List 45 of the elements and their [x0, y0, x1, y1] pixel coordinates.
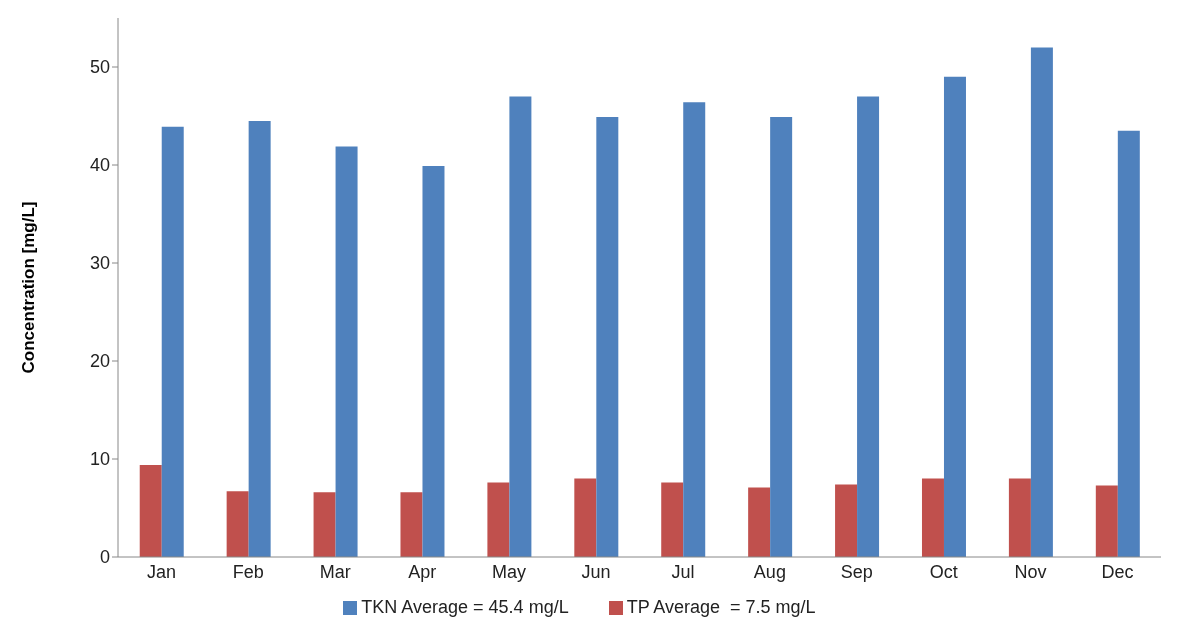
bar	[921, 478, 944, 557]
y-tick-label: 20	[89, 351, 110, 372]
bar	[683, 102, 706, 557]
bar	[943, 76, 966, 557]
x-tick-label: Apr	[408, 561, 437, 582]
bar	[770, 116, 793, 557]
y-tick-label: 30	[89, 253, 110, 274]
bar	[1030, 47, 1053, 557]
bar	[161, 126, 184, 557]
x-tick-label: Oct	[929, 561, 958, 582]
bar	[313, 492, 336, 557]
bar	[748, 487, 771, 557]
y-axis-title: Concentration [mg/L]	[19, 201, 39, 374]
x-tick-label: Mar	[319, 561, 351, 582]
x-tick-label: Jun	[581, 561, 611, 582]
x-tick-label: Dec	[1101, 561, 1134, 582]
bar	[226, 491, 249, 557]
x-tick-label: Jul	[671, 561, 695, 582]
x-tick-label: Sep	[840, 561, 873, 582]
bar	[1008, 478, 1031, 557]
bar	[857, 96, 880, 557]
y-tick-label: 0	[99, 547, 110, 568]
x-tick-label: Feb	[232, 561, 264, 582]
bar	[835, 484, 858, 557]
bar	[574, 478, 597, 557]
bar	[1117, 130, 1140, 557]
bar	[400, 492, 423, 557]
bar	[487, 482, 510, 557]
bar	[1095, 485, 1118, 557]
bar	[335, 146, 358, 557]
x-tick-label: Nov	[1014, 561, 1047, 582]
bar	[248, 120, 271, 557]
legend-label: TP Average = 7.5 mg/L	[626, 597, 816, 617]
y-tick-label: 40	[89, 155, 110, 176]
x-tick-label: Jan	[146, 561, 176, 582]
y-tick-label: 50	[89, 57, 110, 78]
bar	[139, 464, 162, 557]
y-tick-label: 10	[89, 449, 110, 470]
bar	[661, 482, 684, 557]
x-tick-label: Aug	[753, 561, 786, 582]
bar	[422, 165, 445, 557]
bar	[596, 116, 619, 557]
x-tick-label: May	[492, 561, 527, 582]
legend-label: TKN Average = 45.4 mg/L	[361, 597, 569, 617]
bar	[509, 96, 532, 557]
